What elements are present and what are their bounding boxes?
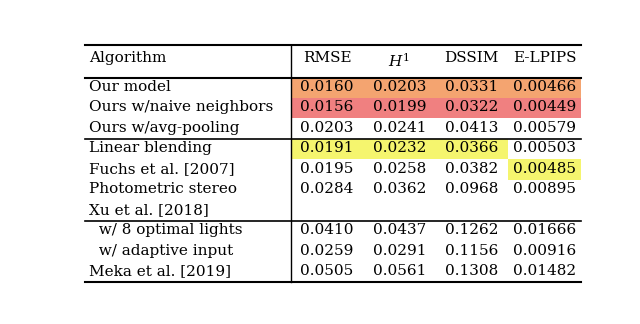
Text: 0.00579: 0.00579 [513, 121, 576, 135]
Text: 0.0382: 0.0382 [445, 162, 499, 176]
Text: 0.0331: 0.0331 [445, 80, 499, 94]
Text: 0.0366: 0.0366 [445, 141, 499, 156]
Text: RMSE: RMSE [303, 51, 351, 65]
Text: w/ 8 optimal lights: w/ 8 optimal lights [89, 223, 243, 237]
Text: 0.0505: 0.0505 [300, 264, 354, 278]
Text: 0.0410: 0.0410 [300, 223, 354, 237]
Text: 0.0195: 0.0195 [300, 162, 354, 176]
Text: 0.0232: 0.0232 [372, 141, 426, 156]
Text: 0.0203: 0.0203 [372, 80, 426, 94]
Text: Meka et al. [2019]: Meka et al. [2019] [89, 264, 231, 278]
Text: 0.1262: 0.1262 [445, 223, 499, 237]
Bar [436, 77, 508, 98]
Bar [508, 98, 581, 119]
Text: 0.00449: 0.00449 [513, 100, 576, 114]
Text: 0.1308: 0.1308 [445, 264, 499, 278]
Text: 0.0191: 0.0191 [300, 141, 354, 156]
Text: 0.0561: 0.0561 [372, 264, 426, 278]
Bar [291, 77, 364, 98]
Bar [436, 98, 508, 119]
Text: 0.00916: 0.00916 [513, 244, 576, 258]
Text: 0.0259: 0.0259 [300, 244, 354, 258]
Text: 0.0362: 0.0362 [372, 182, 426, 196]
Text: Xu et al. [2018]: Xu et al. [2018] [89, 203, 209, 217]
Text: Fuchs et al. [2007]: Fuchs et al. [2007] [89, 162, 234, 176]
Text: 0.01482: 0.01482 [513, 264, 576, 278]
Bar [291, 98, 364, 119]
Text: $H^1$: $H^1$ [388, 51, 410, 69]
Bar [508, 77, 581, 98]
Text: 0.00503: 0.00503 [513, 141, 576, 156]
Text: 0.0322: 0.0322 [445, 100, 499, 114]
Text: 0.0156: 0.0156 [300, 100, 354, 114]
Text: 0.0413: 0.0413 [445, 121, 499, 135]
Bar [508, 159, 581, 180]
Text: DSSIM: DSSIM [445, 51, 499, 65]
Text: 0.00485: 0.00485 [513, 162, 576, 176]
Text: w/ adaptive input: w/ adaptive input [89, 244, 233, 258]
Text: 0.1156: 0.1156 [445, 244, 499, 258]
Text: 0.01666: 0.01666 [513, 223, 576, 237]
Text: E-LPIPS: E-LPIPS [513, 51, 576, 65]
Text: 0.0203: 0.0203 [300, 121, 354, 135]
Bar [364, 98, 436, 119]
Text: 0.0968: 0.0968 [445, 182, 499, 196]
Text: Our model: Our model [89, 80, 171, 94]
Bar [364, 139, 436, 159]
Text: Algorithm: Algorithm [89, 51, 166, 65]
Text: Ours w/naive neighbors: Ours w/naive neighbors [89, 100, 273, 114]
Text: Photometric stereo: Photometric stereo [89, 182, 237, 196]
Text: Linear blending: Linear blending [89, 141, 212, 156]
Text: 0.0284: 0.0284 [300, 182, 354, 196]
Text: Ours w/avg-pooling: Ours w/avg-pooling [89, 121, 239, 135]
Text: 0.0258: 0.0258 [372, 162, 426, 176]
Text: 0.0241: 0.0241 [372, 121, 426, 135]
Text: 0.0160: 0.0160 [300, 80, 354, 94]
Text: 0.00466: 0.00466 [513, 80, 576, 94]
Text: 0.0291: 0.0291 [372, 244, 426, 258]
Bar [291, 139, 364, 159]
Bar [436, 139, 508, 159]
Text: 0.0437: 0.0437 [372, 223, 426, 237]
Bar [364, 77, 436, 98]
Text: 0.0199: 0.0199 [372, 100, 426, 114]
Text: 0.00895: 0.00895 [513, 182, 576, 196]
